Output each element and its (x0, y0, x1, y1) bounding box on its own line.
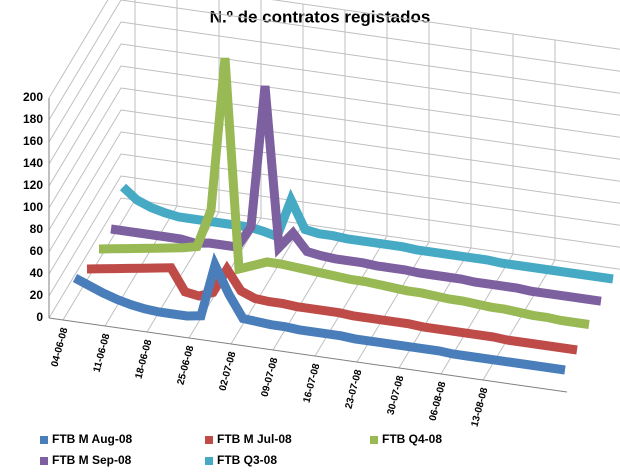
legend-label: FTB Q4-08 (382, 432, 442, 446)
grid-line (48, 0, 620, 121)
grid-line (48, 43, 620, 165)
x-tick-label: 23-07-08 (343, 368, 364, 410)
x-tick-label: 30-07-08 (385, 374, 406, 416)
legend-label: FTB M Sep-08 (52, 453, 132, 467)
y-tick-label: 160 (23, 134, 43, 148)
y-tick-label: 120 (23, 178, 43, 192)
grid-line (48, 87, 620, 209)
series-line (72, 252, 566, 375)
y-tick-label: 200 (23, 90, 43, 104)
grid-line (48, 131, 620, 253)
x-tick-label: 04-06-08 (49, 326, 70, 368)
legend-swatch (205, 457, 213, 465)
x-tick-label: 18-06-08 (133, 338, 154, 380)
x-tick-label: 02-07-08 (217, 350, 238, 392)
grid-line (48, 153, 620, 275)
x-axis (48, 317, 568, 393)
legend-label: FTB Q3-08 (217, 453, 277, 467)
grid-line (48, 175, 620, 297)
chart-title: N.º de contratos registados (210, 7, 431, 26)
x-tick-label: 06-08-08 (427, 380, 448, 422)
legend-swatch (40, 436, 48, 444)
y-tick-label: 180 (23, 112, 43, 126)
grid-line (48, 197, 620, 319)
y-tick-label: 40 (30, 266, 44, 280)
series-line (98, 57, 590, 329)
x-tick-label: 11-06-08 (92, 332, 113, 373)
x-tick-label: 09-07-08 (259, 356, 280, 398)
y-tick-label: 140 (23, 156, 43, 170)
x-tick-label: 16-07-08 (301, 362, 322, 404)
legend-swatch (205, 436, 213, 444)
grid-line (48, 0, 620, 99)
x-tick-label: 13-08-08 (469, 386, 490, 428)
grid-line (48, 109, 620, 231)
y-tick-label: 100 (23, 200, 43, 214)
legend-label: FTB M Jul-08 (217, 432, 292, 446)
y-tick-label: 0 (36, 310, 43, 324)
x-tick-label: 25-06-08 (175, 344, 196, 386)
series-line (86, 260, 578, 355)
legend-swatch (370, 436, 378, 444)
grid-line (48, 65, 620, 187)
legend-label: FTB M Aug-08 (52, 432, 133, 446)
legend-swatch (40, 457, 48, 465)
y-tick-label: 20 (30, 288, 44, 302)
y-tick-label: 80 (30, 222, 44, 236)
floor-line (230, 223, 304, 345)
floor-line (62, 199, 136, 321)
y-tick-label: 60 (30, 244, 44, 258)
grid-line (48, 21, 620, 143)
